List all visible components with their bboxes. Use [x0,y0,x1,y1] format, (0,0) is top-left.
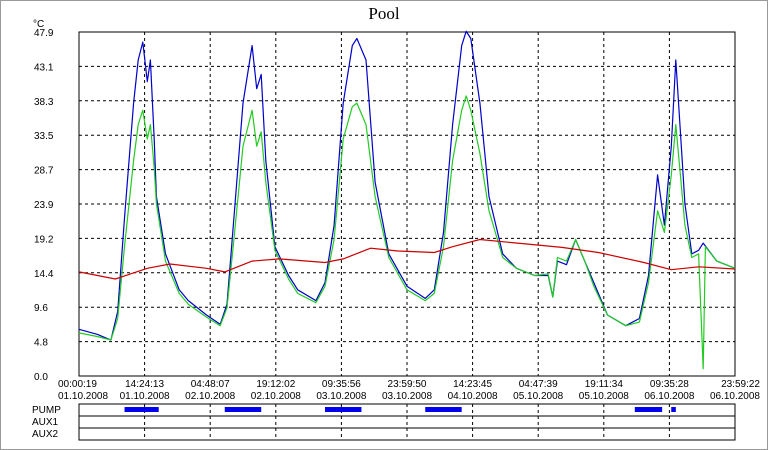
channel-on-bar [325,407,362,412]
y-tick-label: 14.4 [34,269,54,280]
chart-title: Pool [368,4,400,23]
x-tick-time-label: 14:23:45 [453,379,492,390]
channel-label: PUMP [32,405,61,416]
channel-on-bar [671,407,676,412]
x-tick-time-label: 00:00:19 [58,379,97,390]
series-line-2 [78,95,736,370]
x-tick-time-label: 19:12:02 [256,379,295,390]
y-tick-label: 0.0 [34,372,48,383]
y-tick-label: 4.8 [34,338,48,349]
x-tick-date-label: 01.10.2008 [58,391,108,402]
x-tick-time-label: 14:24:13 [125,379,164,390]
channel-label: AUX2 [32,429,59,440]
x-tick-date-label: 06.10.2008 [644,391,694,402]
channel-on-bar [425,407,462,412]
channel-label: AUX1 [32,417,59,428]
series-line-1 [78,30,736,341]
x-tick-time-label: 19:11:34 [585,379,624,390]
x-tick-time-label: 09:35:28 [650,379,689,390]
y-tick-label: 9.6 [34,303,48,314]
y-tick-label: 43.1 [34,62,54,73]
channel-on-bar [124,407,159,412]
x-tick-date-label: 03.10.2008 [316,391,366,402]
y-tick-label: 28.7 [34,166,54,177]
x-tick-date-label: 02.10.2008 [185,391,235,402]
x-tick-date-label: 04.10.2008 [448,391,498,402]
series-line-3 [78,238,736,280]
x-tick-date-label: 06.10.2008 [710,391,760,402]
x-tick-time-label: 04:48:07 [191,379,230,390]
y-unit-label: °C [33,19,44,30]
x-tick-time-label: 04:47:39 [519,379,558,390]
series-lines [78,30,736,370]
y-tick-label: 47.9 [34,28,54,39]
y-tick-label: 38.3 [34,97,54,108]
x-axis-ticks: 00:00:1901.10.200814:24:1301.10.200804:4… [58,379,760,402]
x-tick-date-label: 03.10.2008 [382,391,432,402]
channel-on-bar [224,407,262,412]
y-axis-ticks: 47.9 43.1 38.3 33.5 28.7 23.9 19.2 14.4 9.6 4.8 0.… [34,28,54,383]
grid-lines [79,32,735,376]
x-tick-time-label: 23:59:50 [388,379,427,390]
x-tick-time-label: 23:59:22 [721,379,760,390]
x-tick-date-label: 05.10.2008 [513,391,563,402]
channel-on-bar [634,407,663,412]
x-tick-time-label: 09:35:56 [322,379,361,390]
y-tick-label: 23.9 [34,200,54,211]
y-tick-label: 19.2 [34,234,54,245]
x-tick-date-label: 05.10.2008 [579,391,629,402]
y-tick-label: 33.5 [34,131,54,142]
x-tick-date-label: 01.10.2008 [120,391,170,402]
x-tick-date-label: 02.10.2008 [251,391,301,402]
